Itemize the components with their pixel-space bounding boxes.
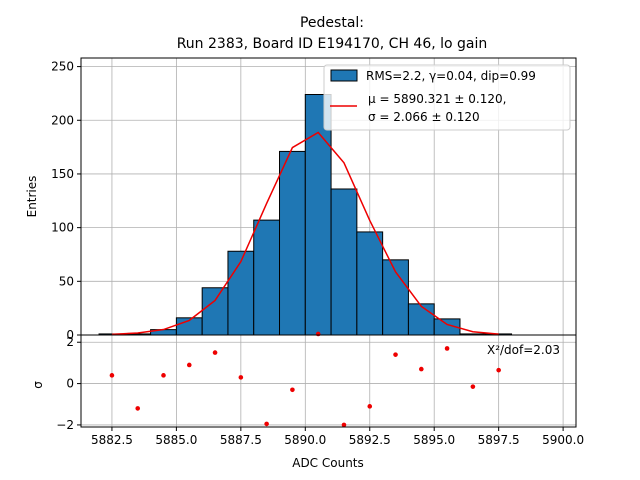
histogram-bar (253, 219, 281, 336)
x-tick-label: 5900.0 (542, 433, 584, 447)
x-axis-label: ADC Counts (292, 456, 364, 470)
residual-points (109, 331, 501, 428)
histogram-y-tick-label: 200 (51, 113, 74, 127)
x-tick-label: 5897.5 (478, 433, 520, 447)
residual-point (444, 346, 450, 351)
x-tick-label: 5895.0 (413, 433, 455, 447)
residual-y-tick-label: 0 (66, 377, 74, 391)
legend-box (323, 64, 571, 131)
legend: RMS=2.2, γ=0.04, dip=0.99 μ = 5890.321 ±… (323, 64, 571, 131)
histogram-panel: 0 50 100 150 200 250 Entries RMS=2.2, γ=0.04,… (25, 57, 577, 342)
histogram-y-axis-label: Entries (25, 176, 39, 218)
residual-axes-frame (80, 334, 577, 428)
residual-point (367, 404, 373, 409)
residual-point (212, 350, 218, 355)
residual-x-ticks: 5882.5 5885.0 5887.5 5890.0 5892.5 5895.0 5897… (91, 427, 584, 447)
histogram-bar (356, 231, 384, 336)
residual-panel: −202 5882.5 5885.0 5887.5 5890.0 5892.5 5895.… (31, 331, 584, 470)
chi-square-annotation: X²/dof=2.03 (487, 343, 560, 357)
histogram-bar (304, 94, 332, 336)
x-tick-label: 5890.0 (284, 433, 326, 447)
chart-title-line-2: Run 2383, Board ID E194170, CH 46, lo ga… (177, 36, 488, 52)
histogram-y-tick-label: 50 (59, 274, 74, 288)
residual-point (315, 331, 321, 337)
residual-point (161, 373, 166, 378)
residual-point (135, 406, 141, 411)
residual-point (238, 375, 244, 380)
histogram-y-tick-label: 250 (51, 60, 74, 74)
x-tick-label: 5887.5 (220, 433, 262, 447)
residual-point (393, 352, 398, 357)
residual-point (290, 387, 295, 393)
histogram-bar (407, 303, 435, 336)
chart-title-line-1: Pedestal: (300, 15, 364, 31)
residual-point (186, 362, 192, 368)
histogram-y-tick-label: 150 (51, 167, 74, 181)
residual-point (109, 373, 115, 378)
residual-y-tick-label: 2 (66, 335, 74, 349)
x-tick-label: 5885.0 (155, 433, 197, 447)
residual-point (496, 367, 501, 373)
x-tick-label: 5882.5 (91, 433, 133, 447)
residual-grid (81, 335, 576, 427)
residual-point (470, 384, 476, 389)
residual-point (341, 422, 347, 428)
residual-y-axis-label: σ (31, 381, 45, 389)
residual-point (419, 366, 424, 372)
residual-y-tick-label: −2 (56, 418, 74, 432)
legend-histogram-swatch (330, 69, 358, 82)
legend-fit-label-line-2: σ = 2.066 ± 0.120 (368, 110, 480, 124)
histogram-bar (201, 287, 229, 336)
legend-histogram-label: RMS=2.2, γ=0.04, dip=0.99 (366, 69, 536, 83)
fit-curve (111, 131, 499, 336)
histogram-y-tick-label: 0 (66, 328, 74, 342)
histogram-bar (279, 150, 306, 336)
histogram-bars (98, 94, 513, 336)
histogram-y-tick-label: 100 (51, 221, 74, 235)
legend-fit-label-line-1: μ = 5890.321 ± 0.120, (368, 92, 506, 106)
x-tick-label: 5892.5 (349, 433, 391, 447)
residual-point (264, 421, 269, 427)
histogram-y-ticks: 0 50 100 150 200 250 (51, 60, 81, 342)
histogram-bar (227, 250, 255, 336)
residual-y-ticks: −2 0 2 (56, 335, 81, 432)
histogram-bar (330, 188, 358, 336)
